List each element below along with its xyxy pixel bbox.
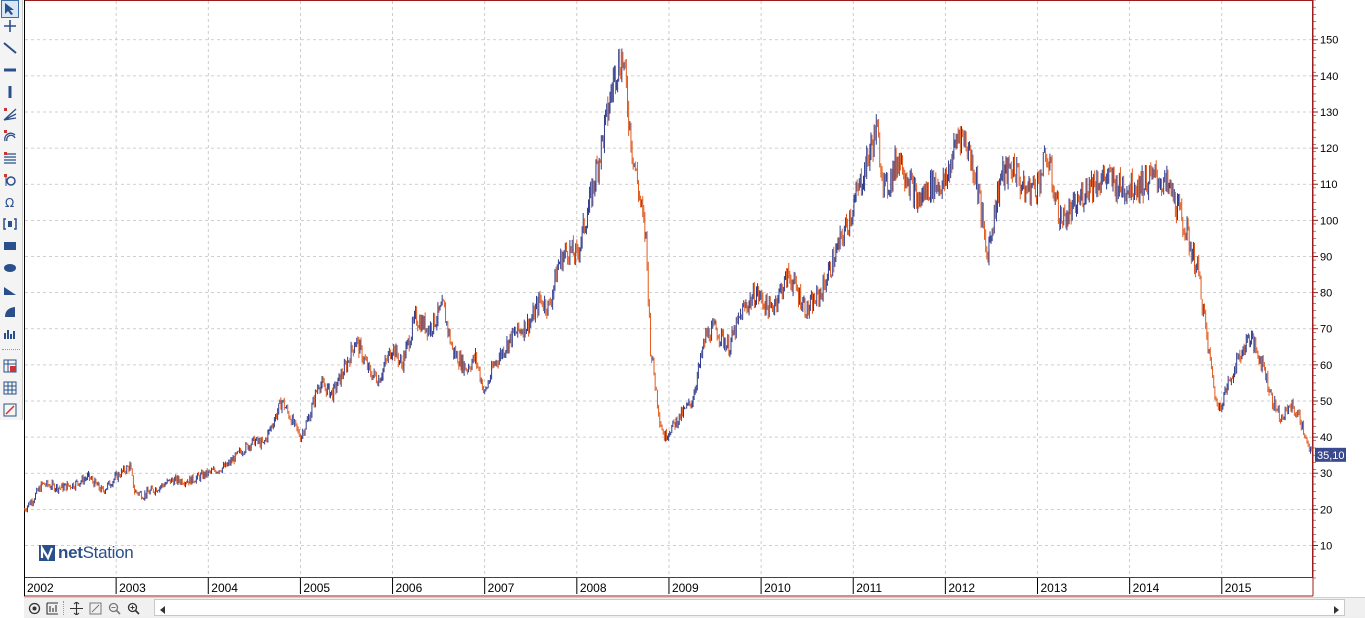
y-tick-label: 150	[1320, 35, 1338, 47]
scroll-left-arrow-icon[interactable]	[155, 601, 171, 618]
x-tick-label: 2011	[856, 581, 882, 595]
pan-icon[interactable]	[68, 600, 84, 616]
trendline-icon[interactable]	[2, 40, 18, 56]
x-tick-label: 2007	[488, 581, 515, 595]
x-tick-label: 2002	[27, 581, 54, 595]
y-tick-label: 90	[1320, 251, 1332, 263]
y-tick-label: 20	[1320, 504, 1332, 516]
y-tick-label: 80	[1320, 288, 1332, 300]
fibonacci-time-icon[interactable]	[2, 172, 18, 188]
settings-icon[interactable]	[26, 600, 42, 616]
price-series	[24, 48, 1313, 513]
x-tick-label: 2014	[1133, 581, 1160, 595]
horizontal-scrollbar[interactable]	[154, 599, 1345, 616]
triangle-icon[interactable]	[2, 282, 18, 298]
x-tick-label: 2004	[211, 581, 238, 595]
y-tick-label: 50	[1320, 396, 1332, 408]
x-tick-label: 2012	[948, 581, 975, 595]
y-tick-label: 60	[1320, 360, 1332, 372]
bars-icon[interactable]	[2, 326, 18, 342]
indicators-icon[interactable]	[44, 600, 60, 616]
crosshair-icon[interactable]	[2, 18, 18, 34]
rectangle-icon[interactable]	[2, 238, 18, 254]
brand-text: netStation	[58, 543, 134, 562]
grid-chart-icon[interactable]	[2, 358, 18, 374]
fibonacci-arcs-icon[interactable]	[2, 128, 18, 144]
x-tick-label: 2005	[303, 581, 330, 595]
x-tick-label: 2003	[119, 581, 146, 595]
y-tick-label: 30	[1320, 468, 1332, 480]
grid-settings-icon[interactable]	[2, 402, 18, 418]
x-tick-label: 2009	[672, 581, 699, 595]
price-chart[interactable]: 10 20 30 40 50 60 70 80 90 100 110 120 130 140 150 2002…	[24, 0, 1365, 597]
ellipse-icon[interactable]	[2, 260, 18, 276]
y-tick-label: 140	[1320, 71, 1338, 83]
drawing-toolbar: Ω	[0, 0, 23, 420]
toolbar-separator	[2, 349, 20, 350]
x-tick-label: 2015	[1225, 581, 1252, 595]
arc-icon[interactable]	[2, 304, 18, 320]
y-tick-label: 10	[1320, 540, 1332, 552]
fibonacci-fan-icon[interactable]	[2, 106, 18, 122]
netstation-logo: netStation	[39, 542, 134, 564]
y-tick-label: 120	[1320, 143, 1338, 155]
y-tick-label: 70	[1320, 324, 1332, 336]
pointer-icon[interactable]	[1, 0, 19, 18]
bracket-icon[interactable]	[2, 216, 18, 232]
vertical-line-icon[interactable]	[2, 84, 18, 100]
last-value-label: 35,10	[1317, 450, 1345, 462]
omega-icon[interactable]: Ω	[2, 194, 18, 210]
y-tick-label: 100	[1320, 215, 1338, 227]
chart-area[interactable]	[24, 0, 1313, 578]
zoom-out-icon[interactable]	[106, 600, 122, 616]
last-value-badge	[1315, 447, 1346, 462]
zoom-in-icon[interactable]	[125, 600, 141, 616]
netstation-logo-icon	[39, 545, 55, 561]
y-tick-label: 130	[1320, 107, 1338, 119]
y-tick-label: 110	[1320, 179, 1338, 191]
zoom-fit-icon[interactable]	[87, 600, 103, 616]
x-tick-label: 2006	[396, 581, 423, 595]
x-tick-label: 2013	[1041, 581, 1068, 595]
grid-table-icon[interactable]	[2, 380, 18, 396]
y-tick-label: 40	[1320, 432, 1332, 444]
scroll-right-arrow-icon[interactable]	[1328, 601, 1344, 618]
svg-text:Ω: Ω	[5, 196, 14, 209]
x-tick-label: 2010	[764, 581, 791, 595]
horizontal-line-icon[interactable]	[2, 62, 18, 78]
x-tick-label: 2008	[580, 581, 607, 595]
bottom-toolbar-separator	[63, 601, 64, 615]
bottom-toolbar	[24, 597, 1365, 618]
fibonacci-retracement-icon[interactable]	[2, 150, 18, 166]
